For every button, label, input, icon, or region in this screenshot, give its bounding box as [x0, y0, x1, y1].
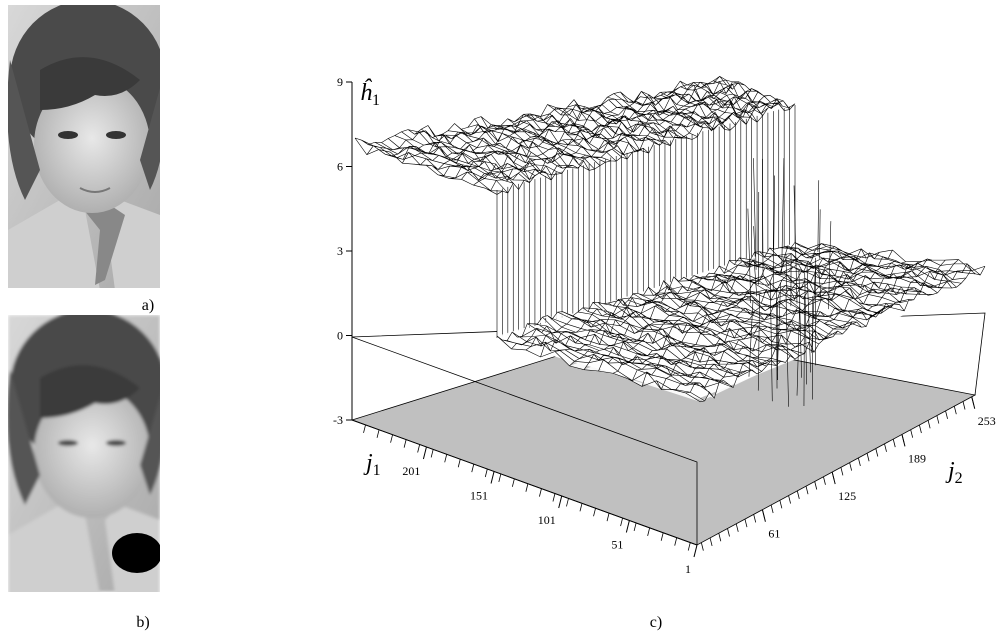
j1-tick-label: 1	[685, 562, 691, 576]
j1-minor-tick	[445, 454, 447, 462]
j1-minor-tick	[675, 538, 677, 546]
j1-minor-tick	[418, 445, 420, 453]
surface	[355, 76, 985, 406]
j2-tick	[972, 397, 975, 409]
j1-minor-tick	[364, 425, 366, 433]
j2-minor-tick	[963, 401, 965, 409]
j2-tick	[832, 472, 835, 484]
j1-minor-tick	[607, 513, 609, 521]
j2-minor-tick	[876, 449, 878, 457]
panel-label: a)	[142, 297, 154, 314]
j2-minor-tick	[841, 467, 843, 475]
j1-minor-tick	[458, 459, 460, 467]
j2-minor-tick	[893, 439, 895, 447]
j1-minor-tick	[594, 508, 596, 516]
z-tick-label: 6	[337, 160, 343, 174]
j1-tick	[694, 545, 697, 557]
j2-tick-label: 253	[978, 414, 996, 428]
j2-minor-tick	[911, 430, 913, 438]
z-tick-label: 3	[337, 244, 343, 258]
page: a) b) c) ĥ1 j1 j2 9630-31511011512016112…	[0, 0, 996, 636]
j2-minor-tick	[823, 477, 825, 485]
j1-minor-tick	[512, 479, 514, 487]
j1-axis-label: j1	[363, 450, 381, 479]
panel-label: c)	[650, 614, 662, 631]
j1-minor-tick	[580, 503, 582, 511]
j2-minor-tick	[736, 524, 738, 532]
j2-minor-tick	[719, 533, 721, 541]
j1-minor-tick	[566, 498, 568, 506]
j2-axis-label: j2	[945, 458, 963, 487]
j1-minor-tick	[648, 528, 650, 536]
j1-tick-label: 151	[470, 488, 488, 502]
j1-minor-tick	[485, 469, 487, 477]
j2-tick-label: 61	[768, 527, 780, 541]
j1-tick-label: 201	[402, 464, 420, 478]
j2-minor-tick	[710, 538, 712, 546]
j1-tick-label: 101	[538, 513, 556, 527]
j1-minor-tick	[499, 474, 501, 482]
j2-tick	[902, 434, 905, 446]
j1-minor-tick	[661, 533, 663, 541]
j2-minor-tick	[771, 505, 773, 513]
j2-minor-tick	[745, 519, 747, 527]
j2-minor-tick	[780, 500, 782, 508]
j1-minor-tick	[404, 440, 406, 448]
j1-tick	[423, 447, 426, 459]
j2-minor-tick	[806, 486, 808, 494]
z-tick-label: -3	[333, 413, 343, 427]
j2-minor-tick	[701, 543, 703, 551]
j2-tick	[762, 510, 765, 522]
j1-minor-tick	[526, 484, 528, 492]
photo-b	[7, 310, 166, 595]
j2-tick-label: 189	[908, 451, 926, 465]
j1-tick-label: 51	[611, 537, 623, 551]
j2-tick-label: 125	[838, 489, 856, 503]
j1-tick	[626, 520, 629, 532]
j1-tick	[559, 496, 562, 508]
j2-minor-tick	[728, 529, 730, 537]
j2-minor-tick	[867, 453, 869, 461]
j2-minor-tick	[928, 420, 930, 428]
j1-minor-tick	[377, 430, 379, 438]
z-tick-label: 0	[337, 329, 343, 343]
photo-a	[7, 0, 166, 290]
j2-minor-tick	[797, 491, 799, 499]
j1-minor-tick	[634, 523, 636, 531]
j2-minor-tick	[789, 496, 791, 504]
j2-minor-tick	[937, 416, 939, 424]
j1-tick	[491, 471, 494, 483]
z-axis-label: ĥ1	[360, 79, 380, 109]
j1-minor-tick	[472, 464, 474, 472]
j2-minor-tick	[815, 481, 817, 489]
panel-label: b)	[136, 614, 149, 631]
j1-minor-tick	[539, 489, 541, 497]
z-tick-label: 9	[337, 75, 343, 89]
figure: a) b) c) ĥ1 j1 j2 9630-31511011512016112…	[0, 0, 996, 636]
j1-minor-tick	[553, 494, 555, 502]
j2-minor-tick	[954, 406, 956, 414]
j2-minor-tick	[919, 425, 921, 433]
j1-minor-tick	[391, 435, 393, 443]
j2-minor-tick	[850, 463, 852, 471]
j1-minor-tick	[431, 449, 433, 457]
j1-minor-tick	[621, 518, 623, 526]
j1-minor-tick	[688, 543, 690, 551]
j2-minor-tick	[858, 458, 860, 466]
j2-minor-tick	[946, 411, 948, 419]
j2-minor-tick	[754, 514, 756, 522]
j2-minor-tick	[885, 444, 887, 452]
